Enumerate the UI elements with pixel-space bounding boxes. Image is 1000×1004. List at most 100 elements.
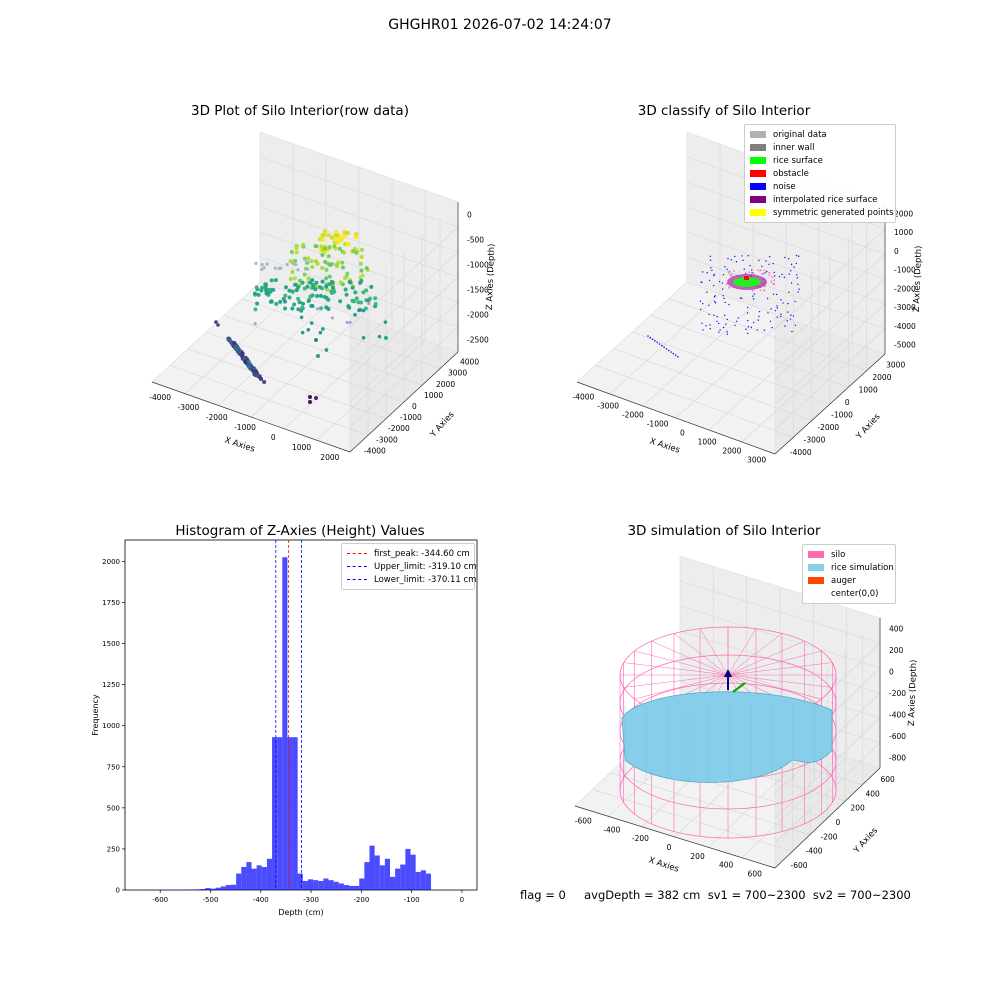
x-tick-label: -600 [575, 816, 592, 825]
legend-swatch [750, 196, 766, 203]
noise-point [769, 256, 770, 257]
noise-point [738, 317, 739, 318]
legend-swatch [347, 566, 367, 567]
noise-point [727, 269, 728, 270]
y-tick-label: 3000 [448, 369, 467, 378]
y-tick-label: 2000 [872, 373, 891, 382]
scatter-point [338, 299, 342, 303]
noise-point [725, 302, 726, 303]
scatter-point [309, 259, 313, 263]
noise-point [748, 326, 749, 327]
scatter-point [341, 265, 345, 269]
scatter-point [254, 262, 257, 265]
legend-label: first_peak: -344.60 cm [374, 549, 470, 559]
y-tick-label: -2000 [817, 423, 839, 432]
noise-point [780, 313, 781, 314]
plot-area [125, 540, 477, 890]
noise-point [701, 281, 702, 282]
noise-point [741, 298, 742, 299]
scatter-point [308, 395, 312, 399]
noise-point [711, 269, 712, 270]
interpolated-point [752, 290, 754, 292]
y-tick-label: 2000 [102, 558, 120, 566]
legend-label: inner wall [773, 143, 814, 153]
legend-entry: center(0,0) [808, 587, 890, 600]
original-point [770, 272, 772, 274]
noise-point [780, 299, 781, 300]
noise-point [797, 291, 798, 292]
noise-point [767, 312, 768, 313]
scatter-point [351, 286, 355, 290]
legend-label: silo [831, 550, 845, 560]
scatter-point [261, 263, 264, 266]
noise-point [650, 337, 652, 339]
noise-point [775, 310, 776, 311]
scatter-point [214, 320, 218, 324]
scatter-point [247, 359, 251, 363]
z-tick-label: -400 [889, 710, 906, 719]
scatter-point [288, 296, 292, 300]
scatter-point [270, 278, 274, 282]
histogram-bar [323, 878, 328, 890]
y-tick-label: -3000 [804, 435, 826, 444]
scatter-point [346, 231, 350, 235]
noise-point [668, 350, 670, 352]
noise-point [796, 263, 797, 264]
histogram-bar [226, 885, 231, 890]
scatter-point [311, 286, 315, 290]
noise-point [724, 266, 725, 267]
noise-point [766, 271, 767, 272]
original-point [752, 273, 754, 275]
scatter-point [369, 285, 373, 289]
noise-point [754, 293, 755, 294]
scatter-point [291, 290, 295, 294]
noise-point [722, 295, 723, 296]
noise-point [736, 261, 737, 262]
scatter-point [339, 280, 343, 284]
x-tick-label: 0 [667, 843, 672, 852]
y-tick-label: -4000 [790, 448, 812, 457]
noise-point [796, 255, 797, 256]
z-tick-label: 0 [467, 211, 472, 220]
scatter-point [357, 309, 361, 313]
noise-point [794, 301, 795, 302]
scatter-point [344, 288, 348, 292]
original-point [739, 271, 741, 273]
noise-point [790, 270, 791, 271]
z-axis-label: Z Axies (Depth) [907, 659, 919, 726]
noise-point [771, 327, 772, 328]
scatter-point [300, 316, 304, 320]
histogram-bar [293, 737, 298, 890]
scatter-point [384, 320, 388, 324]
noise-point [742, 260, 743, 261]
histogram-bar [405, 849, 410, 890]
x-axis-label: X Axies [648, 436, 681, 455]
noise-point [677, 356, 679, 358]
legend-entry: noise [750, 180, 890, 193]
z-tick-label: -5000 [894, 341, 916, 350]
scatter-point [360, 248, 364, 252]
scatter-point [324, 284, 328, 288]
scatter-point [355, 296, 359, 300]
histogram-bar [400, 865, 405, 890]
scatter-point [319, 294, 323, 298]
noise-point [734, 325, 735, 326]
scatter-point [359, 301, 363, 305]
scatter-point [308, 400, 312, 404]
noise-point [736, 321, 737, 322]
noise-point [751, 269, 752, 270]
histogram-bar [308, 879, 313, 890]
histogram-bar [344, 885, 349, 890]
legend-entry: rice surface [750, 154, 890, 167]
legend-label: original data [773, 130, 827, 140]
noise-point [719, 281, 720, 282]
histogram-bar [221, 886, 226, 890]
noise-point [675, 354, 677, 356]
legend-label: Lower_limit: -370.11 cm [374, 575, 476, 585]
scatter-point [360, 269, 364, 273]
scatter-point [307, 276, 311, 280]
noise-point [654, 340, 656, 342]
noise-point [774, 275, 775, 276]
noise-point [784, 257, 785, 258]
